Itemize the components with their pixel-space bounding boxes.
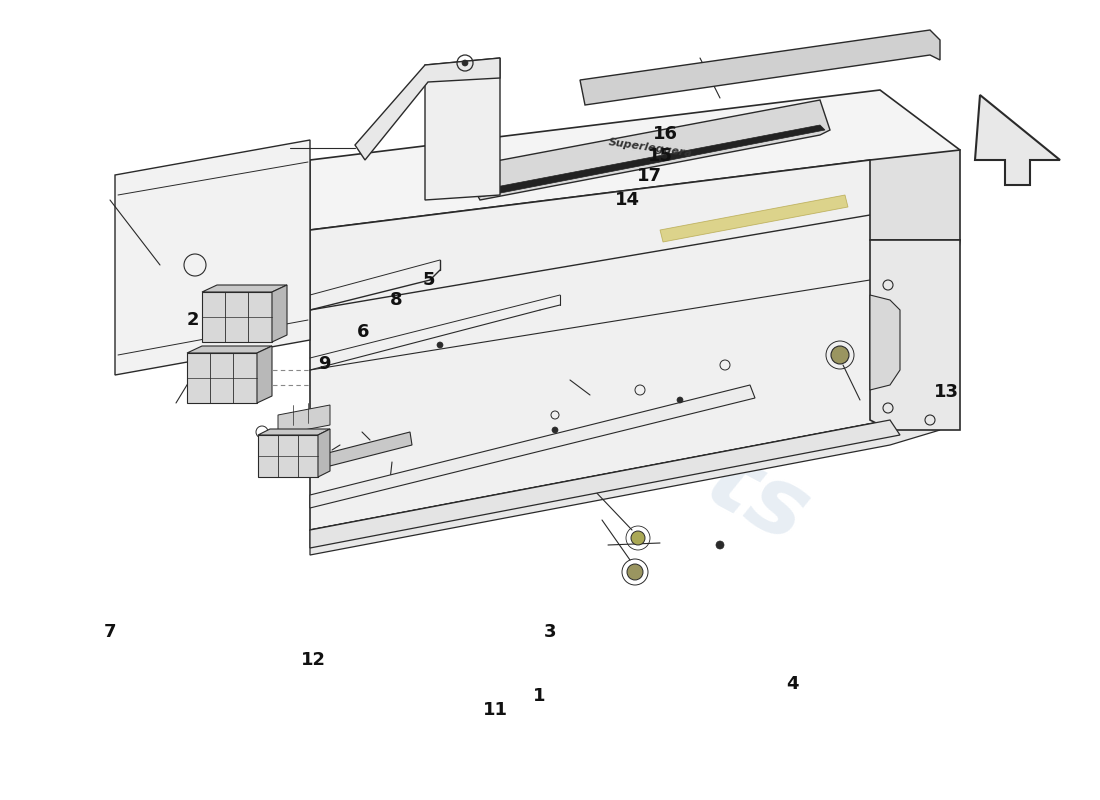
Polygon shape — [258, 429, 330, 435]
Polygon shape — [187, 346, 272, 353]
Polygon shape — [580, 30, 940, 105]
Text: 5: 5 — [422, 271, 436, 289]
Text: 8: 8 — [389, 291, 403, 309]
Circle shape — [552, 427, 558, 433]
Circle shape — [716, 541, 724, 549]
Polygon shape — [355, 58, 500, 160]
Polygon shape — [258, 435, 318, 477]
Circle shape — [830, 346, 849, 364]
Polygon shape — [870, 240, 960, 430]
Polygon shape — [257, 346, 272, 403]
Polygon shape — [310, 420, 940, 555]
Polygon shape — [116, 140, 310, 375]
Polygon shape — [272, 285, 287, 342]
Text: 11: 11 — [483, 702, 507, 719]
Text: europarts: europarts — [320, 237, 824, 563]
Text: a passion for parts since 1985: a passion for parts since 1985 — [397, 208, 703, 384]
Circle shape — [676, 397, 683, 403]
Text: 9: 9 — [318, 355, 331, 373]
Polygon shape — [318, 429, 330, 477]
Polygon shape — [870, 295, 900, 390]
Polygon shape — [975, 95, 1060, 185]
Polygon shape — [472, 100, 830, 200]
Polygon shape — [870, 150, 960, 240]
Polygon shape — [660, 195, 848, 242]
Polygon shape — [310, 420, 900, 548]
Circle shape — [437, 342, 443, 348]
Text: 16: 16 — [653, 126, 678, 143]
Text: 15: 15 — [648, 147, 672, 165]
Polygon shape — [310, 90, 960, 230]
Polygon shape — [187, 353, 257, 403]
Polygon shape — [480, 125, 825, 197]
Polygon shape — [202, 292, 272, 342]
Text: 1: 1 — [532, 687, 546, 705]
Text: 2: 2 — [186, 311, 199, 329]
Polygon shape — [425, 58, 500, 200]
Circle shape — [462, 60, 468, 66]
Text: 7: 7 — [103, 623, 117, 641]
Polygon shape — [320, 432, 412, 468]
Text: 12: 12 — [301, 651, 326, 669]
Text: 6: 6 — [356, 323, 370, 341]
Circle shape — [631, 531, 645, 545]
Text: 13: 13 — [934, 383, 958, 401]
Circle shape — [627, 564, 644, 580]
Text: 14: 14 — [615, 191, 639, 209]
Polygon shape — [202, 285, 287, 292]
Text: 4: 4 — [785, 675, 799, 693]
Text: Superleggera: Superleggera — [607, 137, 693, 159]
Text: 3: 3 — [543, 623, 557, 641]
Text: 17: 17 — [637, 167, 661, 185]
Polygon shape — [310, 385, 755, 508]
Polygon shape — [278, 405, 330, 435]
Polygon shape — [310, 160, 960, 530]
